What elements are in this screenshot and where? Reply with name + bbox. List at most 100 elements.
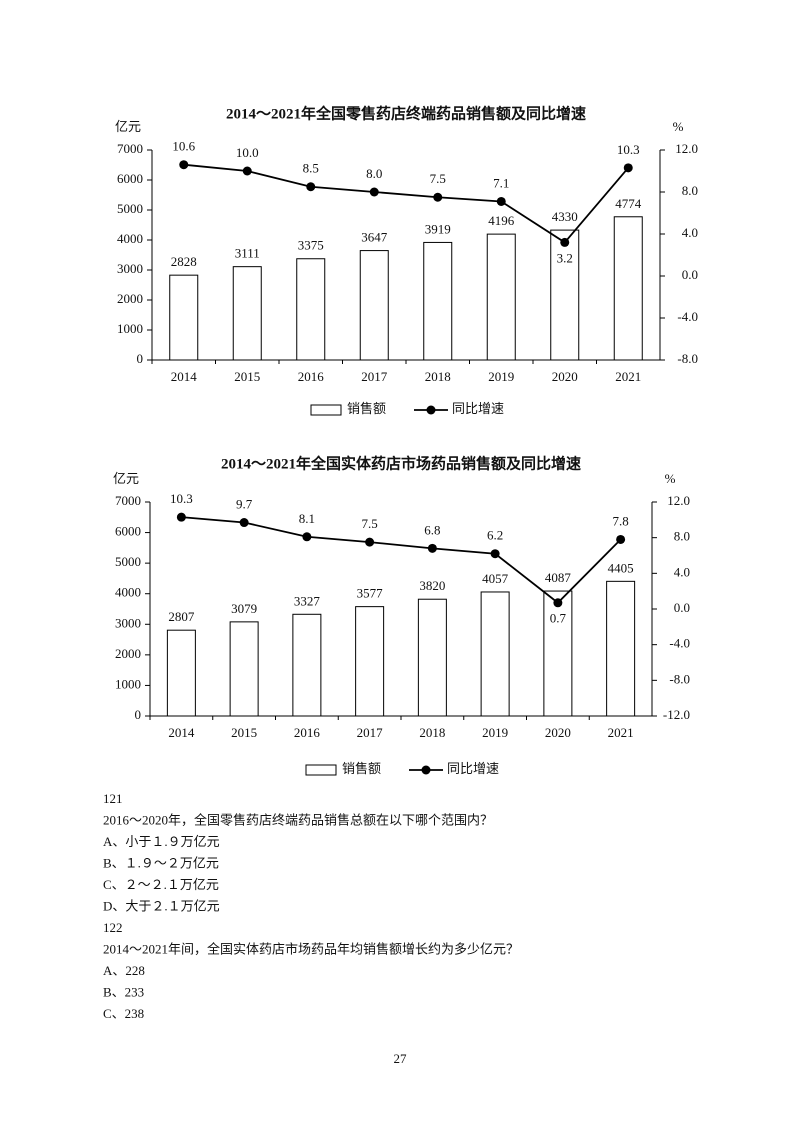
chart-title: 2014～2021年全国实体药店市场药品销售额及同比增速 <box>221 454 581 472</box>
line-marker <box>365 537 375 547</box>
line-value-label: 10.3 <box>170 491 193 506</box>
question-option: C、２～２.１万亿元 <box>103 877 219 892</box>
x-tick-label: 2014 <box>171 369 198 384</box>
bar <box>606 580 636 717</box>
y2-tick-label: 8.0 <box>682 183 698 198</box>
bar-value-label: 4057 <box>482 571 509 586</box>
y2-tick-label: -8.0 <box>669 671 690 686</box>
question-stem: 2016～2020年，全国零售药店终端药品销售总额在以下哪个范围内？ <box>103 812 493 827</box>
line-marker <box>553 598 563 608</box>
bar <box>296 258 326 361</box>
y-tick-label: 0 <box>137 351 144 366</box>
bar-value-label: 4087 <box>545 570 572 585</box>
line-value-label: 8.5 <box>303 161 319 176</box>
x-tick-label: 2018 <box>419 725 445 740</box>
page-number: 27 <box>394 1051 408 1066</box>
x-tick-label: 2020 <box>545 725 571 740</box>
bar-value-label: 3111 <box>235 246 260 261</box>
legend-swatch <box>310 404 342 416</box>
y-tick-label: 4000 <box>115 585 141 600</box>
line-value-label: 0.7 <box>550 611 567 626</box>
x-tick-label: 2017 <box>357 725 384 740</box>
question-option: B、１.９～２万亿元 <box>103 855 219 870</box>
bar <box>486 233 516 361</box>
y2-tick-label: -12.0 <box>663 707 690 722</box>
y-tick-label: 1000 <box>115 676 141 691</box>
y2-tick-label: 0.0 <box>674 600 690 615</box>
y-tick-label: 0 <box>135 707 142 722</box>
legend-swatch <box>305 764 337 776</box>
bar-value-label: 4330 <box>552 209 578 224</box>
line-marker <box>239 518 249 528</box>
legend-label: 同比增速 <box>452 401 504 416</box>
y-tick-label: 1000 <box>117 321 143 336</box>
y2-tick-label: 0.0 <box>682 267 698 282</box>
x-tick-label: 2016 <box>298 369 325 384</box>
line-value-label: 10.3 <box>617 142 640 157</box>
bar <box>166 629 196 717</box>
bar <box>417 598 447 717</box>
y-tick-label: 2000 <box>117 291 143 306</box>
bar <box>480 591 510 717</box>
y2-tick-label: 12.0 <box>667 493 690 508</box>
question-number: 122 <box>103 920 123 935</box>
line-marker <box>616 534 626 544</box>
line-value-label: 7.5 <box>430 171 446 186</box>
y-tick-label: 4000 <box>117 231 143 246</box>
bar-value-label: 3079 <box>231 601 257 616</box>
line-value-label: 8.1 <box>299 511 315 526</box>
x-tick-label: 2020 <box>552 369 578 384</box>
bar <box>169 274 199 361</box>
y2-tick-label: -4.0 <box>669 636 690 651</box>
line-marker <box>369 187 379 197</box>
bar-value-label: 4774 <box>615 196 642 211</box>
x-tick-label: 2018 <box>425 369 451 384</box>
x-tick-label: 2021 <box>615 369 641 384</box>
bar <box>550 229 580 361</box>
line-marker <box>560 237 570 247</box>
bar <box>543 590 573 717</box>
bar-value-label: 2828 <box>171 254 197 269</box>
y2-tick-label: 8.0 <box>674 529 690 544</box>
x-tick-label: 2016 <box>294 725 321 740</box>
line-marker <box>427 543 437 553</box>
legend-label: 销售额 <box>347 401 386 416</box>
line-marker <box>179 160 189 170</box>
x-tick-label: 2019 <box>488 369 514 384</box>
question-option: A、小于１.９万亿元 <box>103 834 220 849</box>
x-tick-label: 2014 <box>168 725 195 740</box>
bar-value-label: 3327 <box>294 593 321 608</box>
line-marker <box>242 166 252 176</box>
question-option: B、233 <box>103 984 144 999</box>
bar-value-label: 3375 <box>298 238 324 253</box>
y-tick-label: 5000 <box>117 201 143 216</box>
line-marker <box>496 196 506 206</box>
line-marker <box>433 192 443 202</box>
bar <box>359 250 389 361</box>
bar <box>292 613 322 717</box>
line-value-label: 7.1 <box>493 175 509 190</box>
line-marker <box>490 549 500 559</box>
y-axis-label: 亿元 <box>113 471 139 486</box>
y-tick-label: 3000 <box>115 615 141 630</box>
line-series <box>181 516 622 604</box>
line-marker <box>176 512 186 522</box>
line-value-label: 6.8 <box>424 522 440 537</box>
bar-value-label: 3577 <box>357 586 384 601</box>
bar <box>232 266 262 361</box>
y2-axis-label: % <box>665 471 676 486</box>
bar <box>423 241 453 361</box>
line-value-label: 10.6 <box>172 139 195 154</box>
bar-value-label: 3647 <box>361 230 388 245</box>
line-marker <box>302 532 312 542</box>
bar <box>613 216 643 361</box>
x-tick-label: 2015 <box>234 369 260 384</box>
y-tick-label: 7000 <box>117 141 143 156</box>
line-marker <box>306 182 316 192</box>
bar <box>229 621 259 717</box>
bar-value-label: 4196 <box>488 213 515 228</box>
line-value-label: 9.7 <box>236 496 253 511</box>
chart-title: 2014～2021年全国零售药店终端药品销售额及同比增速 <box>226 104 586 122</box>
line-value-label: 10.0 <box>236 145 259 160</box>
y-tick-label: 7000 <box>115 493 141 508</box>
